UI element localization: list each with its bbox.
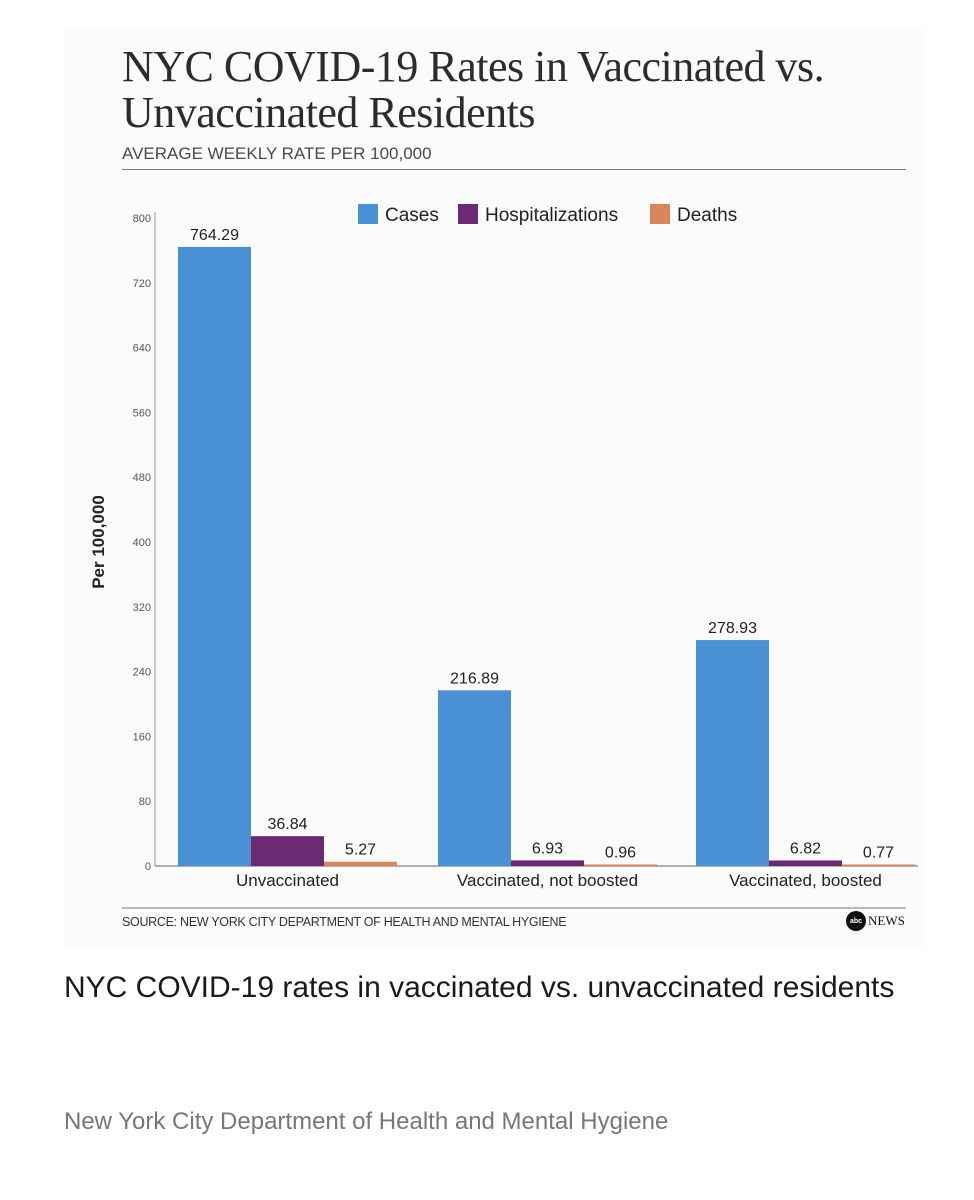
x-tick-label: Vaccinated, boosted bbox=[729, 871, 882, 890]
data-label-deaths-2: 0.77 bbox=[863, 845, 894, 862]
x-tick-label: Unvaccinated bbox=[236, 871, 339, 890]
abc-news-logo: abc NEWS bbox=[846, 911, 905, 931]
legend-swatch-cases bbox=[358, 204, 378, 224]
y-tick-label: 160 bbox=[133, 731, 151, 743]
data-label-hospitalizations-0: 36.84 bbox=[267, 816, 307, 833]
data-label-cases-2: 278.93 bbox=[708, 620, 757, 637]
bar-deaths-2 bbox=[842, 864, 915, 866]
legend-label-cases: Cases bbox=[385, 205, 439, 226]
legend-swatch-deaths bbox=[650, 204, 670, 224]
chart-title: NYC COVID-19 Rates in Vaccinated vs. Unv… bbox=[122, 42, 825, 137]
y-tick-label: 240 bbox=[133, 667, 151, 679]
y-tick-label: 0 bbox=[145, 861, 151, 873]
news-logo-text: NEWS bbox=[868, 913, 905, 928]
data-label-deaths-0: 5.27 bbox=[345, 842, 376, 859]
y-tick-label: 800 bbox=[133, 213, 151, 225]
y-axis-label: Per 100,000 bbox=[89, 495, 108, 589]
data-label-hospitalizations-1: 6.93 bbox=[532, 840, 563, 857]
x-tick-label: Vaccinated, not boosted bbox=[457, 871, 638, 890]
y-tick-label: 400 bbox=[133, 537, 151, 549]
abc-logo-mark: abc bbox=[846, 911, 866, 931]
bar-deaths-0 bbox=[324, 861, 397, 866]
data-label-hospitalizations-2: 6.82 bbox=[790, 840, 821, 857]
y-tick-label: 320 bbox=[133, 602, 151, 614]
image-credit: New York City Department of Health and M… bbox=[64, 1108, 669, 1135]
bar-hospitalizations-2 bbox=[769, 860, 842, 866]
bar-hospitalizations-1 bbox=[511, 860, 584, 866]
bar-cases-2 bbox=[696, 640, 769, 866]
y-tick-label: 640 bbox=[133, 343, 151, 355]
y-tick-label: 480 bbox=[133, 472, 151, 484]
data-label-cases-1: 216.89 bbox=[450, 670, 499, 687]
bar-cases-1 bbox=[438, 690, 511, 866]
legend-label-deaths: Deaths bbox=[677, 205, 737, 226]
legend-label-hospitalizations: Hospitalizations bbox=[485, 205, 618, 226]
bar-hospitalizations-0 bbox=[251, 836, 324, 866]
data-label-cases-0: 764.29 bbox=[190, 227, 239, 244]
y-tick-label: 80 bbox=[139, 796, 151, 808]
y-tick-label: 560 bbox=[133, 407, 151, 419]
image-caption: NYC COVID-19 rates in vaccinated vs. unv… bbox=[64, 971, 895, 1004]
y-tick-label: 720 bbox=[133, 278, 151, 290]
bar-deaths-1 bbox=[584, 864, 657, 866]
bar-cases-0 bbox=[178, 246, 251, 866]
bar-chart: 0 80 160 240 320 400 480 560 640 720 800 Per 100,00… bbox=[89, 204, 918, 909]
legend-swatch-hospitalizations bbox=[458, 204, 478, 224]
title-divider bbox=[122, 169, 906, 170]
data-label-deaths-1: 0.96 bbox=[605, 845, 636, 862]
source-note: SOURCE: NEW YORK CITY DEPARTMENT OF HEAL… bbox=[122, 915, 567, 929]
chart-subtitle: AVERAGE WEEKLY RATE PER 100,000 bbox=[122, 144, 432, 163]
